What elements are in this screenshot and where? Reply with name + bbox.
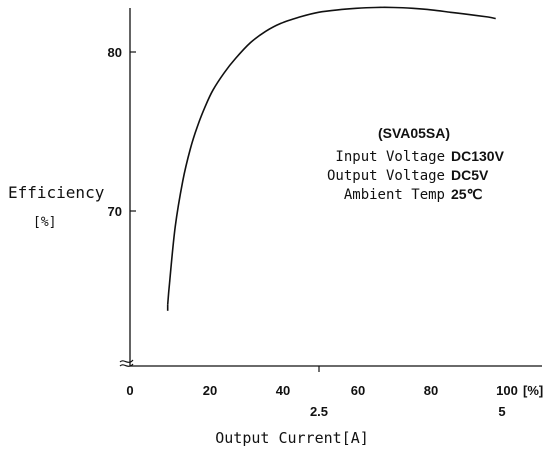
series-layer (166, 6, 496, 311)
axis-break-mark (119, 363, 134, 367)
annotation-title: (SVA05SA) (378, 125, 450, 141)
annotation-label-output-voltage: Output Voltage (327, 168, 445, 184)
annotation-value-ambient-temp: 25℃ (451, 186, 483, 202)
x-tick-label-80: 80 (424, 383, 438, 398)
x-axis-label: Output Current[A] (215, 429, 369, 447)
axis-break-mark (119, 359, 134, 363)
x-secondary-label-5: 5 (498, 404, 505, 419)
annotation-label-input-voltage: Input Voltage (335, 149, 445, 165)
efficiency-curve-series-0 (166, 6, 496, 305)
x-tick-label-60: 60 (351, 383, 365, 398)
annotation-value-output-voltage: DC5V (451, 167, 489, 183)
x-tick-label-40: 40 (276, 383, 290, 398)
annotation-label-ambient-temp: Ambient Temp (344, 187, 445, 203)
annotation-value-input-voltage: DC130V (451, 148, 505, 164)
x-unit-label: [%] (523, 383, 543, 398)
x-tick-label-100: 100 (496, 383, 518, 398)
y-axis-label: Efficiency (8, 183, 105, 202)
x-secondary-label-2.5: 2.5 (310, 404, 328, 419)
y-tick-label-80: 80 (108, 45, 122, 60)
y-axis-unit: [%] (33, 215, 56, 230)
y-tick-label-70: 70 (108, 204, 122, 219)
x-tick-label-20: 20 (203, 383, 217, 398)
x-tick-label-0: 0 (126, 383, 133, 398)
